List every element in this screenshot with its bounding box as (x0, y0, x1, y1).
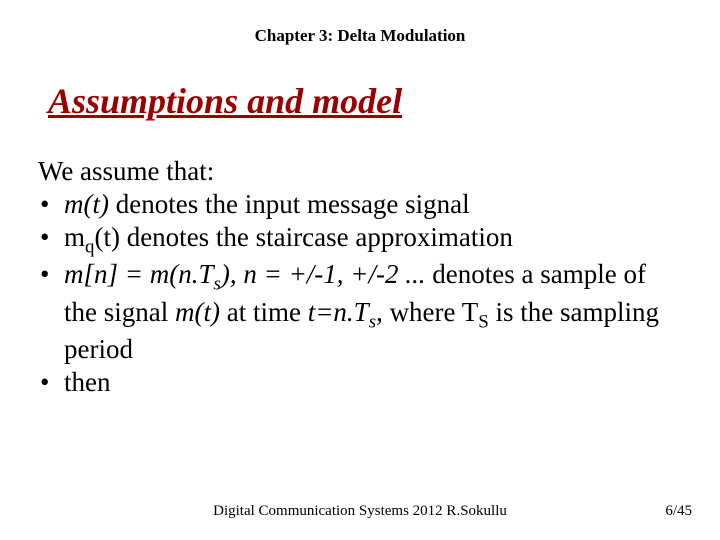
chapter-label: Chapter 3: Delta Modulation (0, 26, 720, 46)
bullet-1-rest: denotes the input message signal (109, 189, 470, 219)
bullet-item-2: mq(t) denotes the staircase approximatio… (38, 221, 682, 258)
bullet-1-mt: m(t) (64, 189, 109, 219)
bullet-3-p2: ), n = +/-1, +/-2 ... (221, 259, 426, 289)
slide-title: Assumptions and model (48, 80, 402, 122)
bullet-3-sub1: s (214, 274, 221, 295)
bullet-item-1: m(t) denotes the input message signal (38, 188, 682, 221)
bullet-item-4: then (38, 366, 682, 399)
footer-center: Digital Communication Systems 2012 R.Sok… (0, 503, 720, 520)
bullet-item-3: m[n] = m(n.Ts), n = +/-1, +/-2 ... denot… (38, 258, 682, 366)
bullet-2-m: m (64, 222, 85, 252)
bullet-3-sub2: s (369, 311, 376, 332)
bullet-list: m(t) denotes the input message signal mq… (38, 188, 682, 399)
bullet-3-p7: , where T (376, 297, 478, 327)
bullet-3-p4: m(t) (175, 297, 220, 327)
bullet-2-rest: (t) denotes the staircase approximation (94, 222, 512, 252)
bullet-3-p1: m[n] = m(n.T (64, 259, 214, 289)
bullet-3-p6: t=n.T (308, 297, 369, 327)
bullet-3-subS: S (478, 311, 489, 332)
intro-line: We assume that: (38, 155, 682, 188)
footer-page-number: 6/45 (665, 503, 692, 520)
bullet-3-p5: at time (220, 297, 308, 327)
body-text: We assume that: m(t) denotes the input m… (38, 155, 682, 399)
slide: Chapter 3: Delta Modulation Assumptions … (0, 0, 720, 540)
